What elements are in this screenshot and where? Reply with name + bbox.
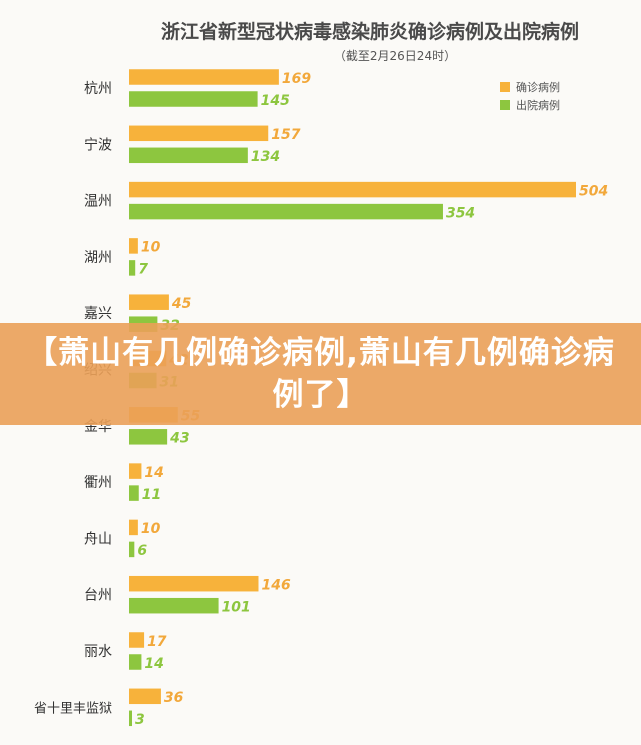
category-label: 宁波 xyxy=(84,136,112,153)
data-label-discharged: 354 xyxy=(446,205,475,221)
data-label-confirmed: 45 xyxy=(171,296,192,312)
chart-title: 浙江省新型冠状病毒感染肺炎确诊病例及出院病例 xyxy=(161,20,579,43)
category-label: 温州 xyxy=(84,194,112,210)
overlay-banner: 【萧山有几例确诊病例,萧山有几例确诊病例了】 xyxy=(0,323,641,425)
data-label-confirmed: 169 xyxy=(282,71,311,87)
bar-discharged xyxy=(129,541,135,558)
data-label-discharged: 134 xyxy=(251,149,280,165)
bar-discharged xyxy=(129,597,219,614)
category-label: 舟山 xyxy=(84,531,112,547)
category-label: 嘉兴 xyxy=(84,306,112,322)
data-label-confirmed: 10 xyxy=(141,521,161,537)
data-label-discharged: 14 xyxy=(144,656,163,672)
data-label-confirmed: 504 xyxy=(579,183,608,199)
data-label-discharged: 6 xyxy=(137,543,147,559)
data-label-confirmed: 14 xyxy=(144,465,163,481)
bar-discharged xyxy=(129,485,139,501)
bar-discharged xyxy=(129,203,443,220)
bar-discharged xyxy=(129,260,136,276)
bar-discharged xyxy=(129,429,168,445)
legend-label-discharged: 出院病例 xyxy=(516,98,560,112)
bar-confirmed xyxy=(129,632,145,648)
data-label-confirmed: 17 xyxy=(147,634,167,650)
data-label-discharged: 7 xyxy=(138,262,148,278)
data-label-discharged: 145 xyxy=(261,93,290,109)
legend-swatch-discharged xyxy=(500,100,510,110)
bar-confirmed xyxy=(129,519,138,536)
bar-discharged xyxy=(129,654,142,670)
bar-group: 杭州169145宁波157134温州504354湖州107嘉兴4532绍兴423… xyxy=(34,69,608,728)
bar-confirmed xyxy=(129,238,138,254)
legend-swatch-confirmed xyxy=(500,82,510,92)
data-label-confirmed: 36 xyxy=(164,690,184,706)
banner-text: 【萧山有几例确诊病例,萧山有几例确诊病例了】 xyxy=(26,335,615,413)
data-label-confirmed: 157 xyxy=(271,127,300,143)
category-label: 丽水 xyxy=(84,644,112,660)
category-label: 湖州 xyxy=(84,250,112,266)
bar-confirmed xyxy=(129,688,161,705)
data-label-confirmed: 146 xyxy=(261,577,290,593)
bar-discharged xyxy=(129,147,248,164)
category-label: 台州 xyxy=(84,588,112,604)
bar-confirmed xyxy=(129,125,269,142)
category-label: 省十里丰监狱 xyxy=(34,701,112,716)
category-label: 衢州 xyxy=(84,474,112,491)
data-label-confirmed: 10 xyxy=(141,240,161,256)
chart-subtitle: （截至2月26日24时） xyxy=(334,49,456,63)
bar-confirmed xyxy=(129,69,279,85)
legend-label-confirmed: 确诊病例 xyxy=(516,80,560,94)
bar-discharged xyxy=(129,710,132,727)
bar-confirmed xyxy=(129,181,576,198)
category-label: 杭州 xyxy=(84,81,112,97)
data-label-discharged: 101 xyxy=(222,599,251,615)
bar-confirmed xyxy=(129,575,259,592)
data-label-discharged: 3 xyxy=(135,712,145,728)
bar-confirmed xyxy=(129,294,169,310)
data-label-discharged: 43 xyxy=(169,431,189,447)
bar-discharged xyxy=(129,91,258,107)
legend: 确诊病例 出院病例 xyxy=(500,80,560,112)
data-label-discharged: 11 xyxy=(142,487,161,503)
bar-confirmed xyxy=(129,463,142,479)
